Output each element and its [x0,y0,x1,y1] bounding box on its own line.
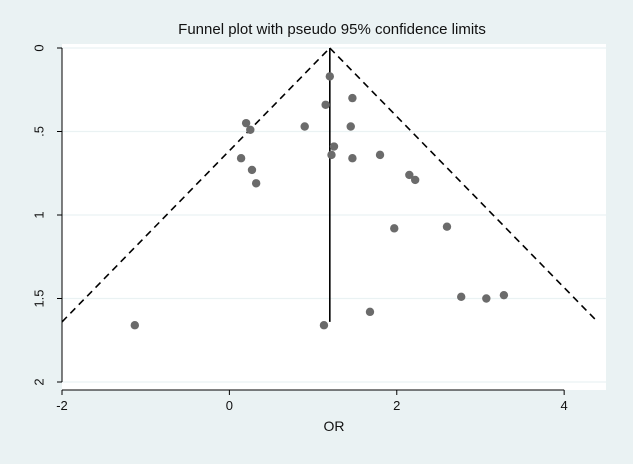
data-point [346,122,355,131]
axes: 0 .5 1 1.5 2 -2 0 2 4 [31,44,567,413]
data-point [405,170,414,180]
data-point [319,321,329,330]
data-point [251,179,261,188]
y-tick-label: .5 [31,126,46,137]
data-point [375,150,385,160]
data-point [236,154,246,163]
y-tick-label: 2 [31,378,46,385]
data-point [482,294,491,303]
data-point [247,165,257,175]
data-point [327,150,336,160]
grid-lines [62,47,606,383]
data-point [365,307,375,317]
plot-area [62,44,606,390]
x-tick-label: 4 [561,398,568,413]
data-points [130,72,509,330]
data-point [300,122,309,131]
data-point [321,100,330,109]
data-point [499,290,509,300]
data-point [130,321,140,330]
data-point [390,224,399,233]
data-point [442,222,452,231]
x-tick-label: -2 [56,398,68,413]
y-tick-label: 1 [31,211,46,218]
data-point [329,142,339,151]
data-point [348,93,357,103]
y-tick-label: 0 [31,44,46,51]
data-point [325,72,335,81]
x-axis-label: OR [324,418,345,434]
data-point [410,175,420,185]
data-point [246,125,255,135]
x-tick-label: 0 [226,398,233,413]
y-tick-label: 1.5 [31,289,46,307]
x-tick-label: 2 [393,398,400,413]
upper-confidence-limit-line [329,47,599,323]
data-point [241,118,251,128]
data-point [457,292,466,302]
chart-title: Funnel plot with pseudo 95% confidence l… [178,21,486,38]
data-point [348,154,357,163]
lower-confidence-limit-line [61,47,331,323]
funnel-lines [61,47,599,323]
